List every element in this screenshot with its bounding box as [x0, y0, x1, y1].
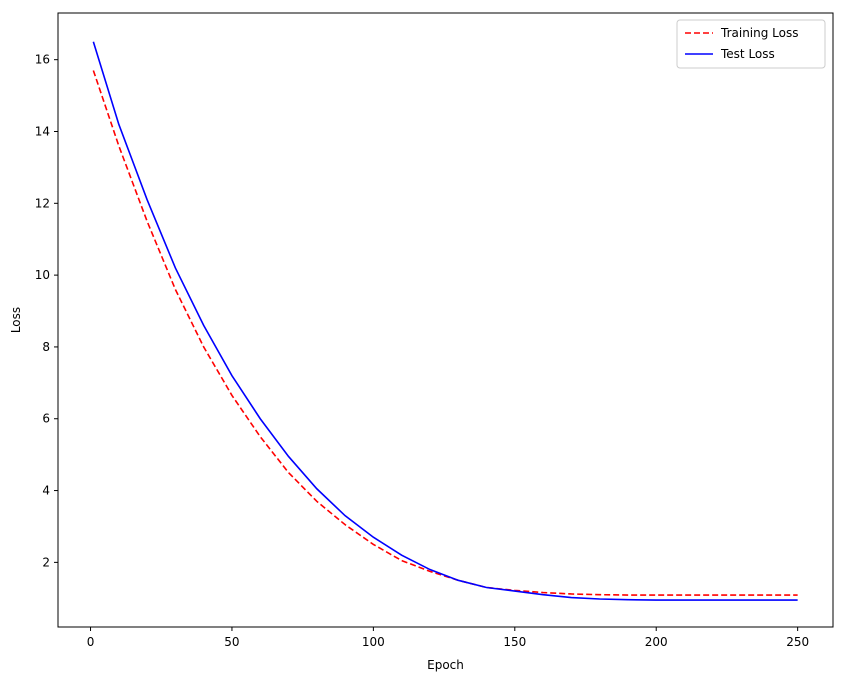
x-tick-label: 250: [786, 635, 809, 649]
y-tick-label: 10: [35, 268, 50, 282]
x-tick-label: 200: [645, 635, 668, 649]
y-tick-label: 8: [42, 340, 50, 354]
y-axis: 2 4 6 8 10 12 14 16: [35, 53, 58, 569]
y-tick-label: 12: [35, 196, 50, 210]
legend: Training Loss Test Loss: [676, 19, 826, 69]
legend-label-0: Training Loss: [720, 26, 798, 40]
y-tick-label: 4: [42, 484, 50, 498]
x-tick-label: 50: [224, 635, 239, 649]
x-tick-label: 0: [87, 635, 95, 649]
x-tick-label: 150: [503, 635, 526, 649]
y-tick-label: 6: [42, 412, 50, 426]
legend-label-1: Test Loss: [720, 47, 775, 61]
y-tick-label: 2: [42, 555, 50, 569]
x-tick-label: 100: [362, 635, 385, 649]
x-axis: 0 50 100 150 200 250: [87, 627, 809, 649]
x-axis-label: Epoch: [427, 658, 464, 672]
legend-box: [676, 19, 826, 69]
series-line-1: [92, 41, 798, 601]
series-layer: [92, 41, 798, 601]
plot-area: [57, 12, 834, 628]
y-axis-label: Loss: [9, 307, 23, 333]
series-line-0: [92, 70, 798, 596]
y-tick-label: 14: [35, 124, 50, 138]
y-tick-label: 16: [35, 53, 50, 67]
